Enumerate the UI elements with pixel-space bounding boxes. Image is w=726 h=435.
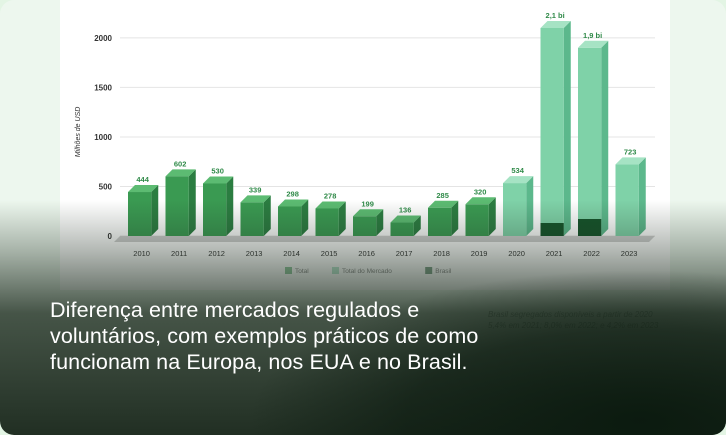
data-label: 339: [249, 185, 262, 194]
data-label: 285: [436, 191, 449, 200]
bar: [428, 207, 452, 236]
card-caption[interactable]: Diferença entre mercados regulados e vol…: [50, 297, 650, 375]
data-label: 320: [474, 187, 487, 196]
x-tick-label: 2022: [583, 249, 600, 258]
bar-chart: 0 500 1000 1500 2000 Milhões de USD 444 2010 602…: [75, 11, 655, 275]
x-tick-label: 2023: [621, 249, 638, 258]
chart-panel: 0 500 1000 1500 2000 Milhões de USD 444 2010 602…: [60, 0, 670, 290]
legend-label: Total do Mercado: [342, 268, 392, 275]
x-tick-label: 2016: [358, 249, 375, 258]
bar: [165, 176, 189, 236]
data-label: 534: [511, 166, 524, 175]
bar-side: [263, 195, 271, 236]
legend-swatch: [332, 267, 339, 274]
x-tick-label: 2010: [133, 249, 150, 258]
caption-line: Diferença entre mercados regulados e: [50, 298, 420, 322]
y-tick-label: 2000: [94, 34, 112, 43]
bar: [503, 183, 527, 236]
data-label: 278: [324, 191, 337, 200]
bar: [315, 208, 339, 236]
x-tick-label: 2020: [508, 249, 525, 258]
bar-side: [638, 157, 646, 236]
y-tick-label: 500: [99, 182, 113, 191]
y-tick-label: 1500: [94, 83, 112, 92]
x-tick-label: 2013: [246, 249, 263, 258]
data-label: 602: [174, 159, 187, 168]
bar-side: [601, 40, 609, 236]
bar: [540, 28, 564, 236]
caption-line: funcionam na Europa, nos EUA e no Brasil…: [50, 350, 468, 374]
bar-side: [226, 176, 234, 236]
bar-side: [563, 21, 571, 236]
data-label: 136: [399, 206, 412, 215]
bar: [615, 164, 639, 236]
legend-swatch: [425, 267, 433, 274]
bar: [578, 47, 602, 236]
data-label: 298: [286, 189, 299, 198]
x-tick-label: 2015: [321, 249, 338, 258]
x-tick-label: 2017: [396, 249, 413, 258]
y-axis-label: Milhões de USD: [75, 107, 82, 158]
legend-label: Brasil: [435, 268, 452, 275]
bar: [203, 183, 227, 236]
bar: [240, 202, 264, 236]
x-tick-label: 2019: [471, 249, 488, 258]
bar-side: [188, 169, 196, 236]
data-label: 530: [211, 167, 224, 176]
bar-side: [526, 176, 534, 236]
legend-label: Total: [295, 268, 309, 275]
caption-line: voluntários, com exemplos práticos de co…: [50, 324, 479, 348]
data-label: 2,1 bi: [546, 11, 565, 20]
bar-side: [151, 185, 159, 236]
x-tick-label: 2014: [283, 249, 300, 258]
bar: [353, 216, 377, 236]
data-label: 723: [624, 147, 637, 156]
bar: [465, 204, 489, 236]
chart-floor: [114, 236, 655, 242]
data-label: 1,9 bi: [583, 31, 602, 40]
data-label: 199: [361, 199, 374, 208]
x-tick-label: 2018: [433, 249, 450, 258]
x-tick-label: 2011: [171, 249, 187, 258]
x-tick-label: 2021: [546, 249, 563, 258]
y-tick-label: 1000: [94, 133, 112, 142]
bar-segment: [540, 223, 564, 236]
data-label: 444: [136, 175, 149, 184]
bar: [390, 222, 414, 236]
bar: [128, 192, 152, 236]
bar: [278, 206, 302, 236]
legend-swatch: [285, 267, 292, 274]
x-tick-label: 2012: [208, 249, 225, 258]
y-tick-label: 0: [108, 232, 113, 241]
bar-segment: [578, 219, 602, 236]
